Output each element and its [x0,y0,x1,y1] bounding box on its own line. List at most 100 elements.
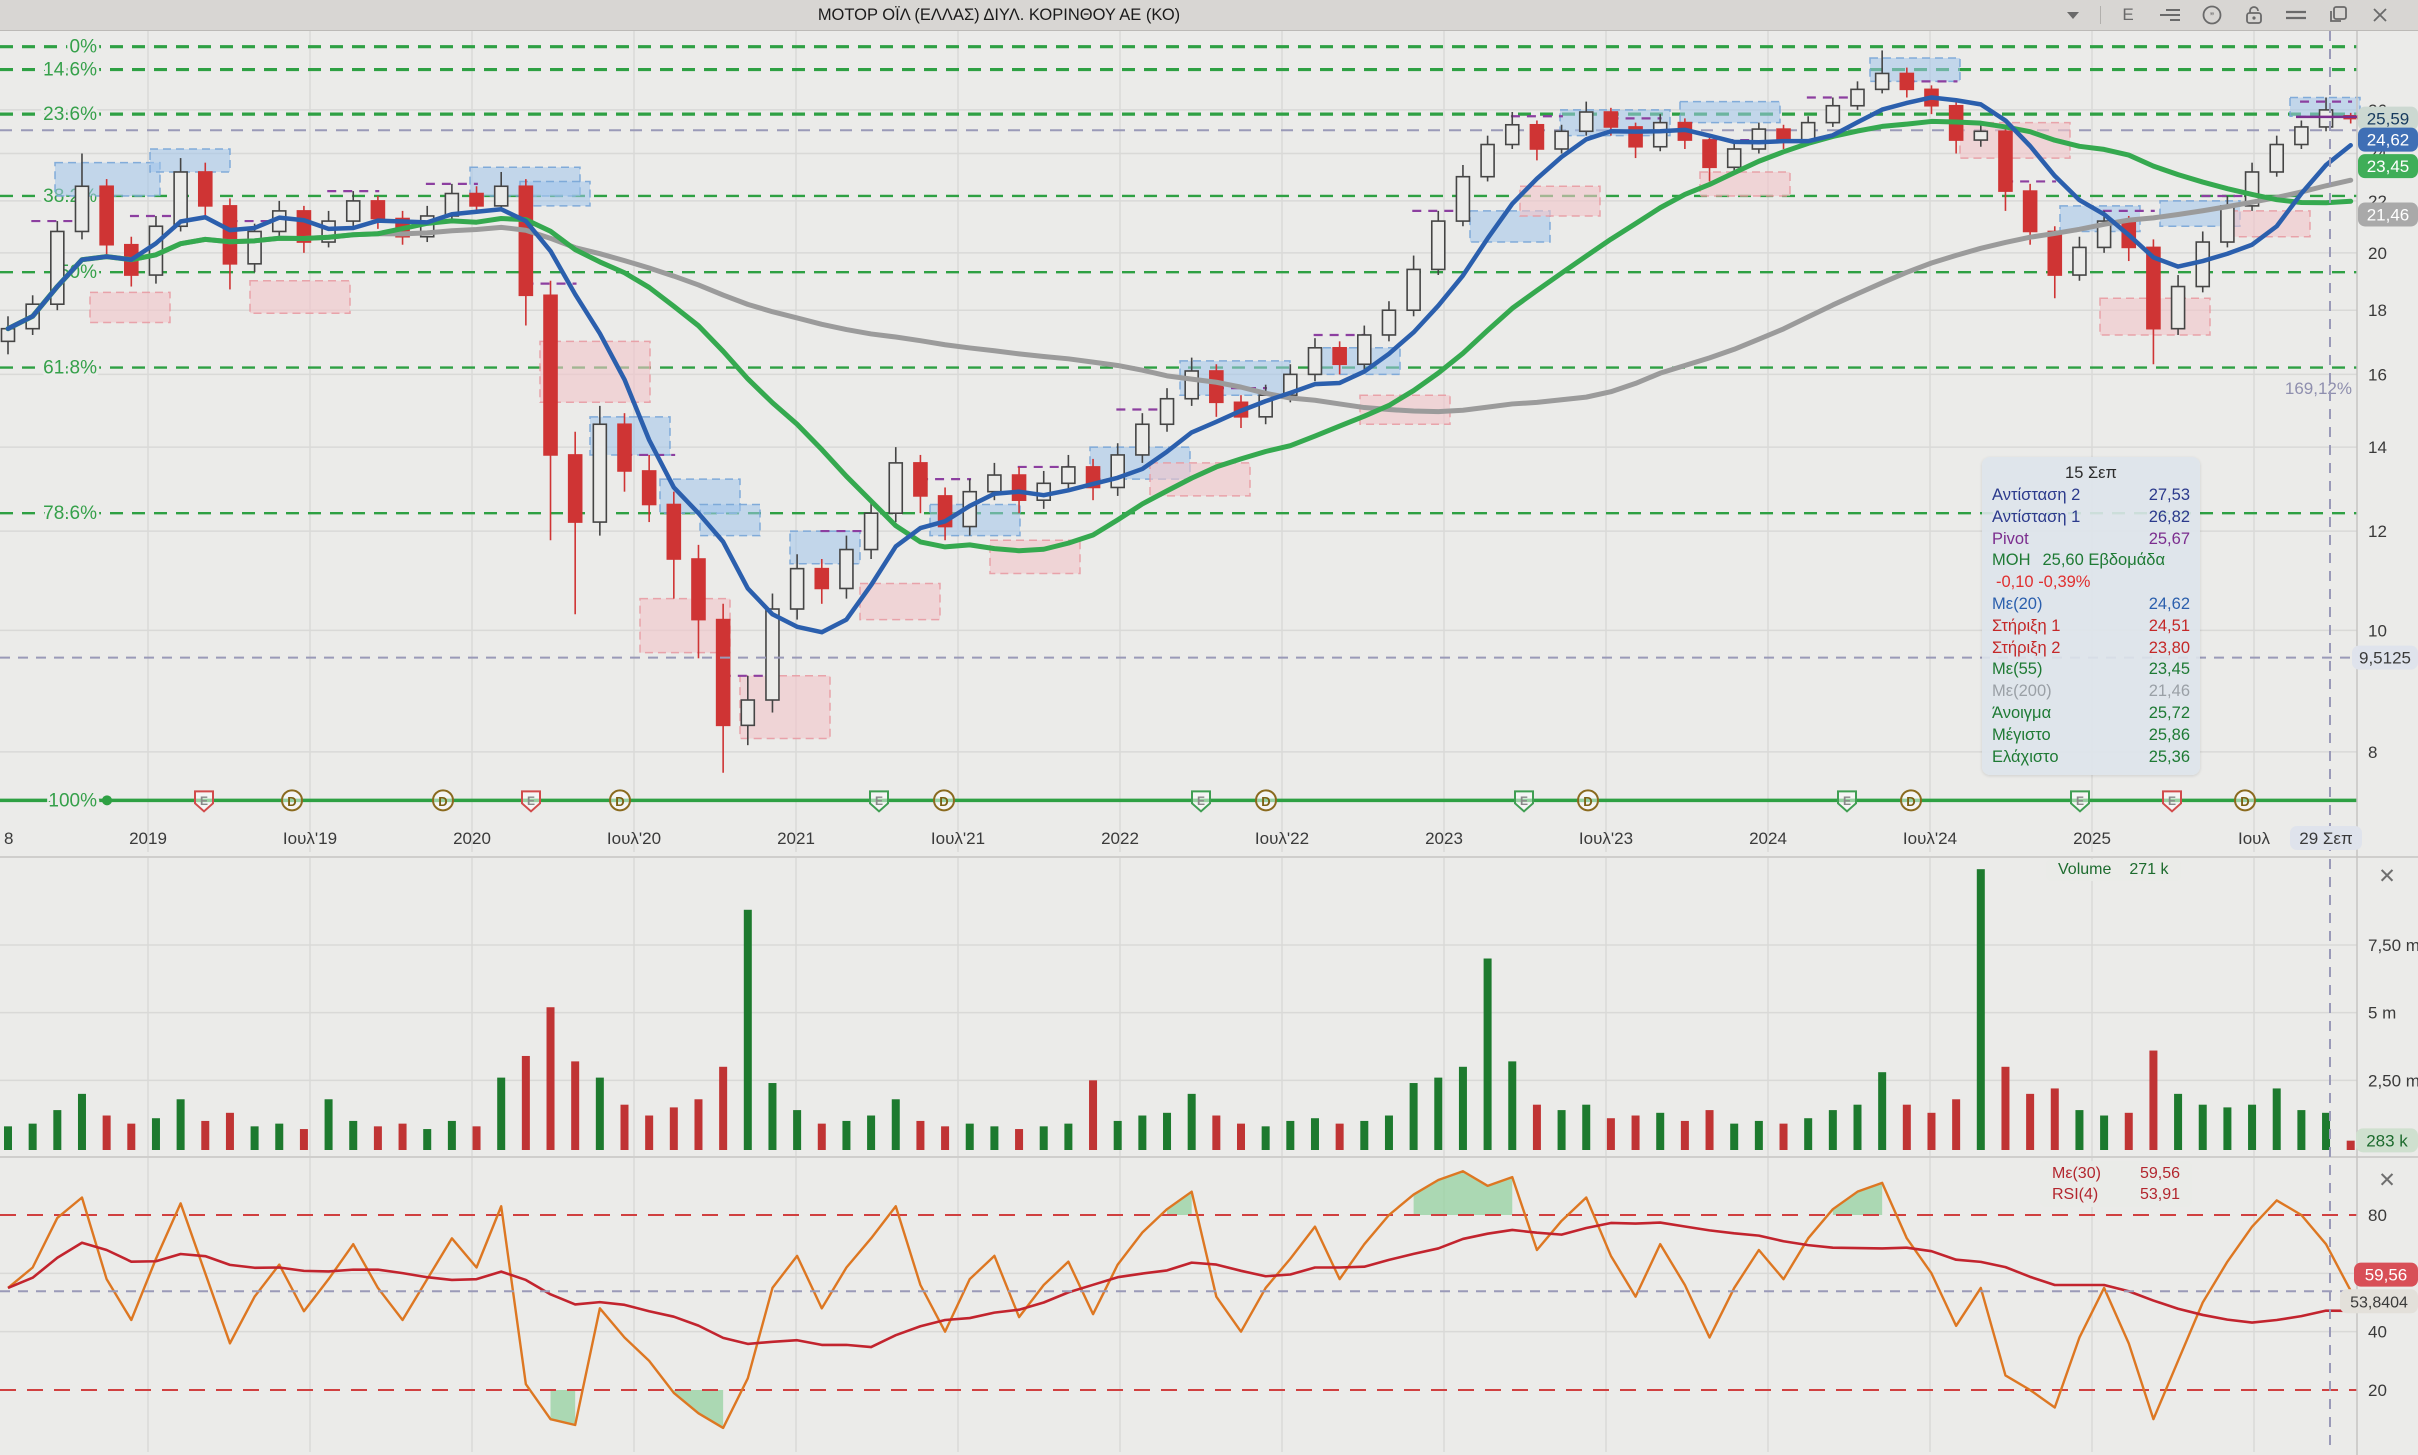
svg-text:25,59: 25,59 [2367,110,2410,129]
svg-text:80: 80 [2368,1206,2387,1225]
rsi-pane-close-icon[interactable]: ✕ [2378,1169,2396,1192]
toolbar-divider [2100,6,2101,24]
svg-text:23.6%: 23.6% [43,104,97,125]
svg-text:Ιουλ'23: Ιουλ'23 [1579,829,1633,848]
events-letter-icon[interactable]: E [2122,5,2134,24]
tooltip-row: Με(200) 21,46 [1992,682,2190,701]
rsi-label: RSI(4) [2052,1186,2099,1203]
svg-text:23,45: 23,45 [2367,157,2410,176]
tooltip-row: -0,10 -0,39% [1996,573,2091,592]
svg-text:61.8%: 61.8% [43,358,97,379]
svg-text:0%: 0% [70,37,98,58]
svg-text:D: D [287,794,296,809]
tooltip-row: Pivot 25,67 [1992,529,2190,548]
window-title: ΜΟΤΟΡ ΟΪΛ (ΕΛΛΑΣ) ΔΙΥΛ. ΚΟΡΙΝΘΟΥ ΑΕ (ΚΟ) [817,6,1181,24]
svg-text:78.6%: 78.6% [43,503,97,524]
close-icon[interactable] [2368,3,2392,27]
svg-text:20: 20 [2368,244,2387,263]
svg-text:E: E [2076,794,2084,808]
volume-pane-header[interactable]: Volume 271 k [2046,859,2181,881]
tooltip-date: 15 Σεπ [2065,464,2117,482]
tooltip-row: Με(20) 24,62 [1992,594,2190,613]
tooltip-row: Αντίσταση 1 26,82 [1992,507,2190,526]
svg-text:16: 16 [2368,365,2387,384]
title-toolbar: E ” [2052,0,2401,30]
tooltip-row: Με(55) 23,45 [1992,660,2190,679]
tooltip-row: Αντίσταση 2 27,53 [1992,486,2190,504]
svg-text:40: 40 [2368,1323,2387,1342]
svg-text:E: E [527,794,535,808]
svg-text:2024: 2024 [1749,829,1787,848]
title-bar: ΜΟΤΟΡ ΟΪΛ (ΕΛΛΑΣ) ΔΙΥΛ. ΚΟΡΙΝΘΟΥ ΑΕ (ΚΟ) [0,0,2418,31]
svg-text:2025: 2025 [2073,829,2111,848]
indicator-lines-icon[interactable] [2158,3,2182,27]
svg-text:Ιουλ'20: Ιουλ'20 [607,829,661,848]
svg-text:2019: 2019 [129,829,167,848]
svg-text:D: D [2240,794,2249,809]
svg-text:14: 14 [2368,438,2387,457]
svg-text:D: D [1261,794,1270,809]
tooltip-row: Στήριξη 2 23,80 [1992,638,2190,657]
svg-text:18: 18 [2368,301,2387,320]
caret-down-icon[interactable] [2061,3,2085,27]
quote-icon[interactable]: ” [2200,3,2224,27]
svg-text:53,8404: 53,8404 [2350,1294,2408,1311]
svg-text:E: E [875,794,883,808]
svg-text:2020: 2020 [453,829,491,848]
svg-text:8: 8 [2368,743,2377,762]
volume-value: 271 k [2129,861,2169,878]
tooltip-row: Στήριξη 1 24,51 [1992,616,2190,635]
svg-text:2,50 m: 2,50 m [2368,1071,2418,1090]
svg-text:E: E [200,794,208,808]
svg-text:2022: 2022 [1101,829,1139,848]
svg-text:29 Σεπ: 29 Σεπ [2299,829,2352,848]
svg-text:D: D [1906,794,1915,809]
svg-text:D: D [615,794,624,809]
svg-text:2021: 2021 [777,829,815,848]
tooltip-row: ΜΟΗ 25,60 Εβδομάδα [1992,551,2166,570]
rsi-pane-header[interactable]: Με(30) 59,56 RSI(4) 53,91 [2040,1161,2192,1207]
svg-text:100%: 100% [48,790,97,811]
svg-text:E: E [2168,794,2176,808]
lock-open-icon[interactable] [2242,3,2266,27]
volume-label: Volume [2058,861,2112,878]
svg-text:E: E [1843,794,1851,808]
svg-text:Ιουλ'21: Ιουλ'21 [931,829,985,848]
svg-text:E: E [1520,794,1528,808]
tooltip-row: Ελάχιστο 25,36 [1992,747,2190,766]
svg-text:D: D [1583,794,1592,809]
svg-text:20: 20 [2368,1381,2387,1400]
svg-text:D: D [438,794,447,809]
tooltip-row: Άνοιγμα 25,72 [1992,703,2190,722]
svg-text:”: ” [2210,11,2215,21]
copy-window-icon[interactable] [2326,3,2350,27]
data-window-tooltip: 15 Σεπ Αντίσταση 2 27,53 Αντίσταση 1 26,82 P… [1982,457,2200,776]
svg-text:169,12%: 169,12% [2285,379,2352,398]
svg-text:Ιουλ'19: Ιουλ'19 [283,829,337,848]
svg-text:14.6%: 14.6% [43,60,97,81]
svg-text:Ιουλ'22: Ιουλ'22 [1255,829,1309,848]
svg-text:10: 10 [2368,621,2387,640]
svg-text:D: D [939,794,948,809]
svg-text:21,46: 21,46 [2367,205,2410,224]
double-line-icon[interactable] [2284,3,2308,27]
svg-text:9,5125: 9,5125 [2359,649,2411,668]
rsi-ma-value: 59,56 [2139,1165,2180,1182]
svg-text:59,56: 59,56 [2365,1266,2408,1285]
svg-text:Ιουλ'24: Ιουλ'24 [1903,829,1957,848]
svg-text:7,50 m: 7,50 m [2368,936,2418,955]
svg-text:Ιουλ: Ιουλ [2238,829,2270,848]
svg-text:2023: 2023 [1425,829,1463,848]
svg-text:5 m: 5 m [2368,1004,2396,1023]
svg-text:283 k: 283 k [2366,1131,2408,1150]
svg-text:8: 8 [4,829,13,848]
tooltip-row: Μέγιστο 25,86 [1992,725,2190,744]
rsi-ma-label: Με(30) [2052,1165,2101,1182]
volume-pane-close-icon[interactable]: ✕ [2378,865,2396,888]
svg-text:24,62: 24,62 [2367,131,2410,150]
svg-text:E: E [1197,794,1205,808]
svg-text:12: 12 [2368,522,2387,541]
rsi-value: 53,91 [2139,1186,2180,1203]
